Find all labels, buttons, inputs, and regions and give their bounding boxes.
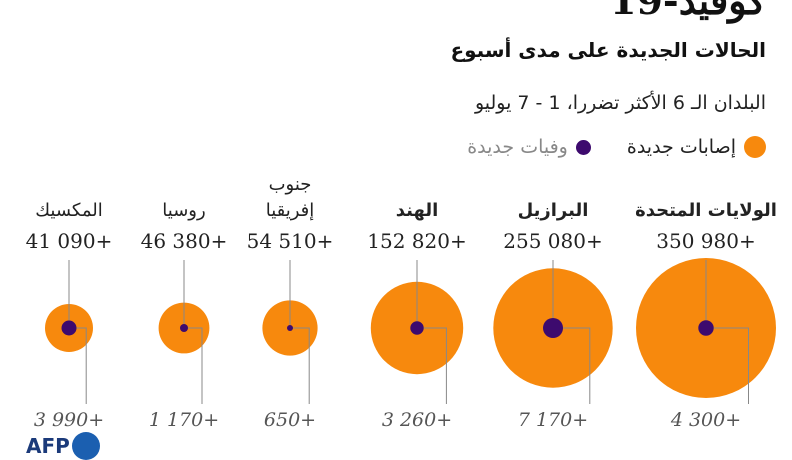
logo-text: AFP <box>26 434 70 458</box>
deaths-leader-line <box>417 327 447 404</box>
logo-circle-icon <box>71 432 100 460</box>
deaths-dot <box>543 318 563 338</box>
deaths-dot <box>287 325 293 331</box>
bubble-chart: الولايات المتحدة 350 980+ 4 300+ البرازيل 25… <box>26 174 777 431</box>
cases-value-label: 152 820+ <box>367 229 466 253</box>
country-name-label: جنوب <box>269 174 312 195</box>
deaths-value-label: 3 260+ <box>382 409 452 431</box>
deaths-leader-line <box>706 327 749 404</box>
deaths-dot <box>410 321 424 335</box>
legend-item-cases: إصابات جديدة <box>627 136 766 158</box>
legend-deaths-label: وفيات جديدة <box>467 136 568 158</box>
deaths-leader-line <box>290 327 310 404</box>
deaths-value-label: 650+ <box>264 409 316 431</box>
deaths-dot <box>61 320 77 336</box>
legend-cases-label: إصابات جديدة <box>626 136 736 158</box>
country-name-label: الولايات المتحدة <box>635 200 777 221</box>
deaths-dot <box>180 324 188 332</box>
legend: إصابات جديدة وفيات جديدة <box>467 136 766 158</box>
deaths-leader-line <box>184 327 203 404</box>
deaths-value-label: 7 170+ <box>518 409 588 431</box>
cases-value-label: 54 510+ <box>247 229 334 253</box>
chart-note: البلدان الـ 6 الأكثر تضررا، 1 - 7 يوليو <box>474 92 766 114</box>
deaths-dot <box>698 320 714 336</box>
country-name-label: إفريقيا <box>266 200 315 221</box>
cases-value-label: 41 090+ <box>26 229 113 253</box>
afp-logo: AFP <box>26 432 100 460</box>
deaths-value-label: 1 170+ <box>149 409 219 431</box>
chart-title: كوفيد-19 <box>610 0 766 23</box>
country-name-label: المكسيك <box>35 200 103 221</box>
country-name-label: روسيا <box>162 200 205 221</box>
cases-value-label: 46 380+ <box>141 229 228 253</box>
deaths-leader-line <box>553 327 591 404</box>
cases-value-label: 350 980+ <box>656 229 755 253</box>
country-name-label: الهند <box>396 200 439 221</box>
legend-deaths-dot <box>575 139 591 155</box>
country-name-label: البرازيل <box>518 200 589 221</box>
chart-subtitle: الحالات الجديدة على مدى أسبوع <box>450 38 766 62</box>
deaths-value-label: 4 300+ <box>670 409 741 431</box>
cases-value-label: 255 080+ <box>503 229 602 253</box>
deaths-value-label: 3 990+ <box>34 409 104 431</box>
legend-cases-dot <box>744 136 766 158</box>
legend-item-deaths: وفيات جديدة <box>467 136 591 158</box>
